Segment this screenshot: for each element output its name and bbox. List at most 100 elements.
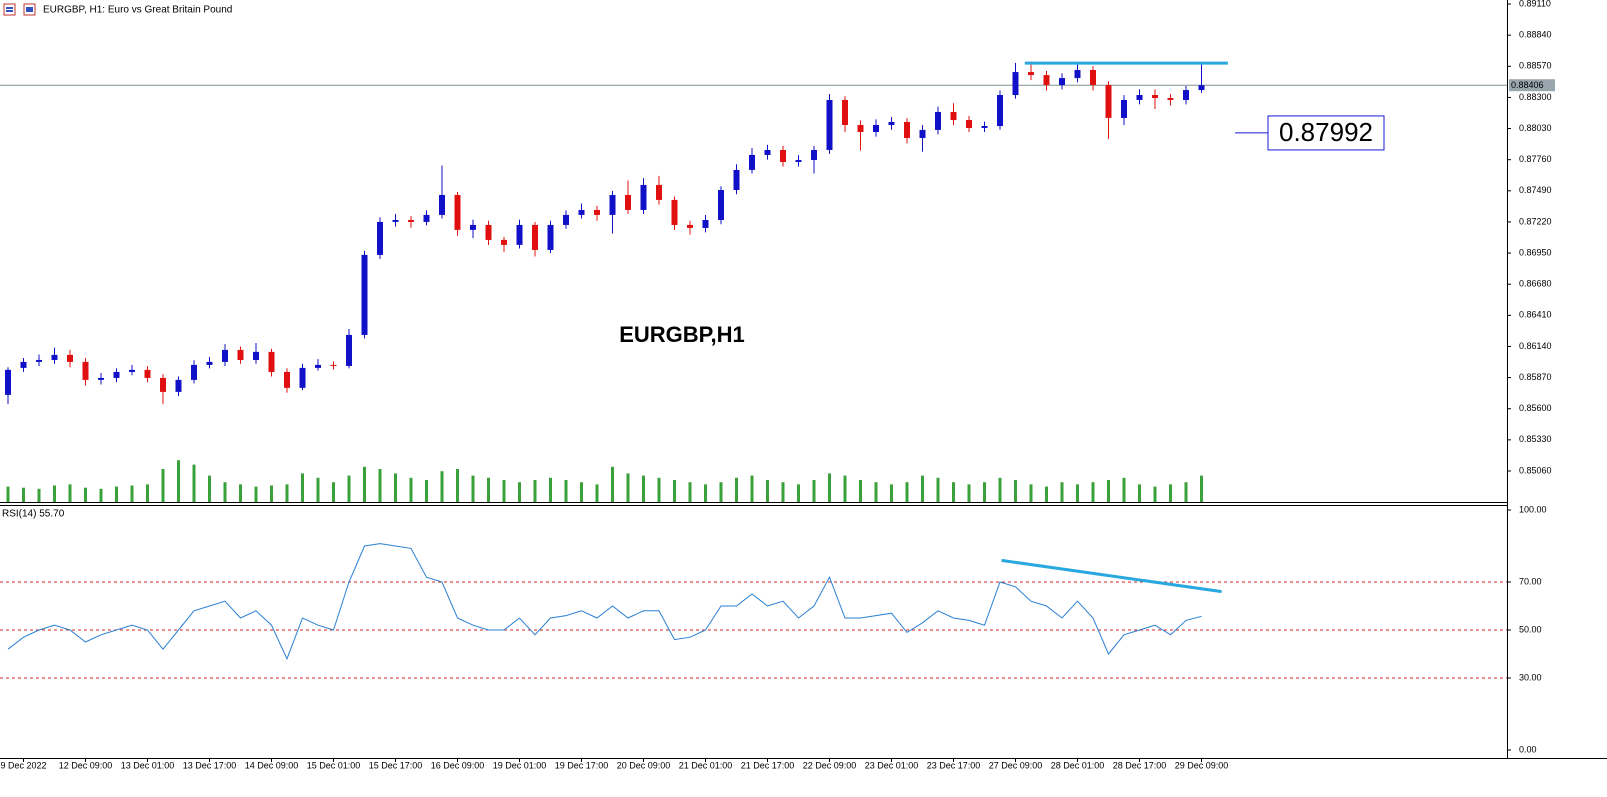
volume-bar <box>1045 486 1048 502</box>
candle-body <box>1028 72 1034 76</box>
volume-bar <box>471 475 475 502</box>
candle-body <box>826 99 833 151</box>
volume-bar <box>549 477 552 502</box>
y-tick-label: 50.00 <box>1519 624 1542 634</box>
volume-bar <box>6 486 10 502</box>
volume-bar <box>68 484 72 502</box>
candle-body <box>687 224 693 228</box>
candle-body <box>904 121 910 139</box>
chart-title: EURGBP, H1: Euro vs Great Britain Pound <box>43 5 232 16</box>
x-tick-label: 13 Dec 17:00 <box>183 760 237 770</box>
volume-bar <box>797 484 800 502</box>
volume-bar <box>223 482 227 502</box>
candle-body <box>1121 99 1127 118</box>
candle-body <box>1167 98 1174 100</box>
candle-body <box>470 224 476 230</box>
candle-body <box>749 154 755 170</box>
x-tick-label: 22 Dec 09:00 <box>803 760 857 770</box>
candle-body <box>625 194 631 210</box>
x-tick-label: 15 Dec 01:00 <box>307 760 361 770</box>
x-tick-label: 19 Dec 01:00 <box>493 760 547 770</box>
candle-body <box>113 371 120 378</box>
volume-bar <box>921 475 924 502</box>
rsi-line <box>7 543 1202 661</box>
y-tick-label: 0.86950 <box>1519 247 1552 257</box>
volume-bar <box>750 475 754 502</box>
watermark: EURGBP,H1 <box>619 322 745 347</box>
volume-bar <box>208 475 211 502</box>
candle-body <box>377 221 383 255</box>
volume-bar <box>99 488 103 502</box>
x-tick-label: 21 Dec 01:00 <box>679 760 733 770</box>
volume-bar <box>378 469 382 502</box>
volume-bar <box>1091 482 1095 502</box>
candle-body <box>501 239 507 245</box>
volume-bar <box>192 464 196 502</box>
volume-bar <box>642 475 645 502</box>
volume-bar <box>37 488 41 502</box>
icon <box>6 10 13 12</box>
volume-bar <box>146 484 149 502</box>
y-tick-label: 0.85330 <box>1519 434 1552 444</box>
candle-body <box>857 124 864 133</box>
x-tick-label: 19 Dec 17:00 <box>555 760 609 770</box>
candle-body <box>315 364 321 368</box>
candle-body <box>67 354 73 362</box>
candle-body <box>392 219 399 222</box>
candle-body <box>237 349 244 360</box>
candle-body <box>516 224 523 245</box>
candle-body <box>966 120 972 128</box>
candle-body <box>1152 95 1158 99</box>
volume-bar <box>1076 484 1079 502</box>
volume-bar <box>936 477 940 502</box>
volume-bar <box>1169 484 1172 502</box>
volume-bar <box>301 473 304 502</box>
candle-body <box>1136 95 1143 100</box>
candle-body <box>222 349 228 362</box>
volume-bar <box>518 482 521 502</box>
candle-body <box>733 169 740 191</box>
volume-bar <box>84 487 87 502</box>
candle-body <box>1059 78 1065 85</box>
x-tick-label: 16 Dec 09:00 <box>431 760 485 770</box>
volume-bar <box>347 475 351 502</box>
candle-body <box>640 184 647 210</box>
candle-body <box>98 377 104 380</box>
volume-bar <box>812 480 816 502</box>
volume-bar <box>905 482 909 502</box>
volume-bar <box>874 482 878 502</box>
volume-bar <box>967 484 971 502</box>
volume-bar <box>270 485 273 502</box>
candle-body <box>547 224 554 250</box>
x-tick-label: 23 Dec 01:00 <box>865 760 919 770</box>
volume-bar <box>1029 484 1033 502</box>
volume-bar <box>859 480 862 502</box>
candle-body <box>82 361 89 380</box>
x-tick-label: 20 Dec 09:00 <box>617 760 671 770</box>
x-tick-label: 12 Dec 09:00 <box>59 760 113 770</box>
volume-bar <box>487 477 490 502</box>
x-tick-label: 13 Dec 01:00 <box>121 760 175 770</box>
candle-body <box>1074 69 1081 79</box>
candle-body <box>206 361 213 365</box>
volume-bar <box>363 466 366 502</box>
volume-bar <box>952 482 955 502</box>
volume-bar <box>239 484 242 502</box>
y-tick-label: 0.89110 <box>1519 0 1551 8</box>
x-tick-label: 15 Dec 17:00 <box>369 760 423 770</box>
candle-body <box>997 95 1003 127</box>
y-tick-label: 30.00 <box>1519 672 1542 682</box>
candle-body <box>1198 85 1205 91</box>
volume-bar <box>394 473 397 502</box>
icon <box>26 7 33 12</box>
y-tick-label: 0.86410 <box>1519 310 1552 320</box>
y-tick-label: 0.87760 <box>1519 154 1552 164</box>
volume-bar <box>1200 475 1203 502</box>
candle-body <box>284 371 290 388</box>
candle-body <box>1105 84 1112 118</box>
volume-bar <box>533 480 537 502</box>
x-tick-label: 29 Dec 09:00 <box>1175 760 1229 770</box>
candle-body <box>780 150 786 162</box>
